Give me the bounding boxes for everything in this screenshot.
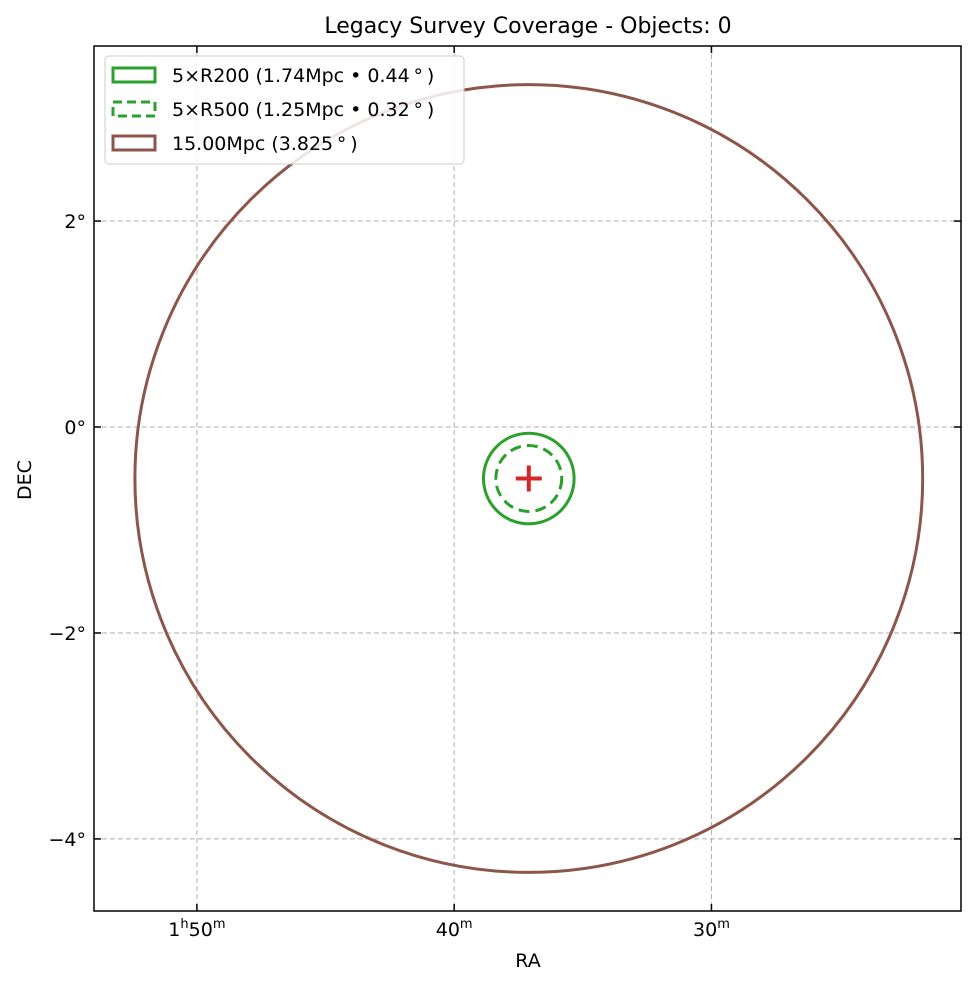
legend-entry-text: 5×R200 (1.74Mpc • 0.44 (172, 65, 410, 87)
legend-entry-label: 5×R200 (1.74Mpc • 0.44 ° ) (172, 65, 434, 87)
x-tick-labels: 1h50m 40m 30m (168, 917, 730, 941)
coverage-circles (133, 83, 925, 874)
legend-patch (111, 66, 157, 84)
legend-box (104, 55, 465, 165)
y-tick-label: −2° (48, 623, 86, 645)
grid-lines (94, 46, 961, 911)
x-tick-minutes: 40 (436, 919, 460, 941)
x-tick-hours: 1 (168, 919, 180, 941)
x-axis-label: RA (515, 950, 540, 972)
y-tick-labels: 2° 0° −2° −4° (48, 211, 86, 851)
x-tick-label: 30m (693, 917, 730, 941)
chart-title: Legacy Survey Coverage - Objects: 0 (324, 14, 731, 39)
x-tick-label: 1h50m (168, 917, 225, 941)
x-tick-minutes-sup: m (717, 917, 730, 932)
legend-entry-label: 15.00Mpc (3.825 ° ) (172, 133, 358, 155)
legend: 5×R200 (1.74Mpc • 0.44 ° )5×R500 (1.25Mp… (104, 55, 465, 165)
legend-entry-text: 5×R500 (1.25Mpc • 0.32 (172, 99, 410, 121)
x-tick-minutes-sup: m (460, 917, 473, 932)
circle-5-r200 (481, 431, 576, 526)
legend-entry-suffix: ° ) (410, 99, 435, 121)
x-tick-hours-sup: h (180, 917, 188, 932)
legend-patch (111, 100, 157, 118)
y-axis-label: DEC (14, 460, 36, 500)
legend-entry-label: 5×R500 (1.25Mpc • 0.32 ° ) (172, 99, 434, 121)
y-tick-label: 0° (64, 417, 86, 439)
circle-15-00mpc (133, 83, 925, 874)
y-tick-label: −4° (48, 829, 86, 851)
x-tick-label: 40m (436, 917, 473, 941)
x-tick-minutes: 30 (693, 919, 717, 941)
legend-entry-text: 15.00Mpc (3.825 (172, 133, 333, 155)
cluster-center-marker (515, 465, 542, 492)
legend-patch (111, 134, 157, 152)
legend-entry-suffix: ° ) (333, 133, 358, 155)
y-tick-label: 2° (64, 211, 86, 233)
x-tick-minutes: 50 (189, 919, 213, 941)
axis-ticks (94, 46, 961, 911)
circle-5-r500 (494, 444, 564, 513)
plot-frame (93, 45, 962, 912)
legend-entry-suffix: ° ) (410, 65, 435, 87)
x-tick-minutes-sup: m (213, 917, 226, 932)
